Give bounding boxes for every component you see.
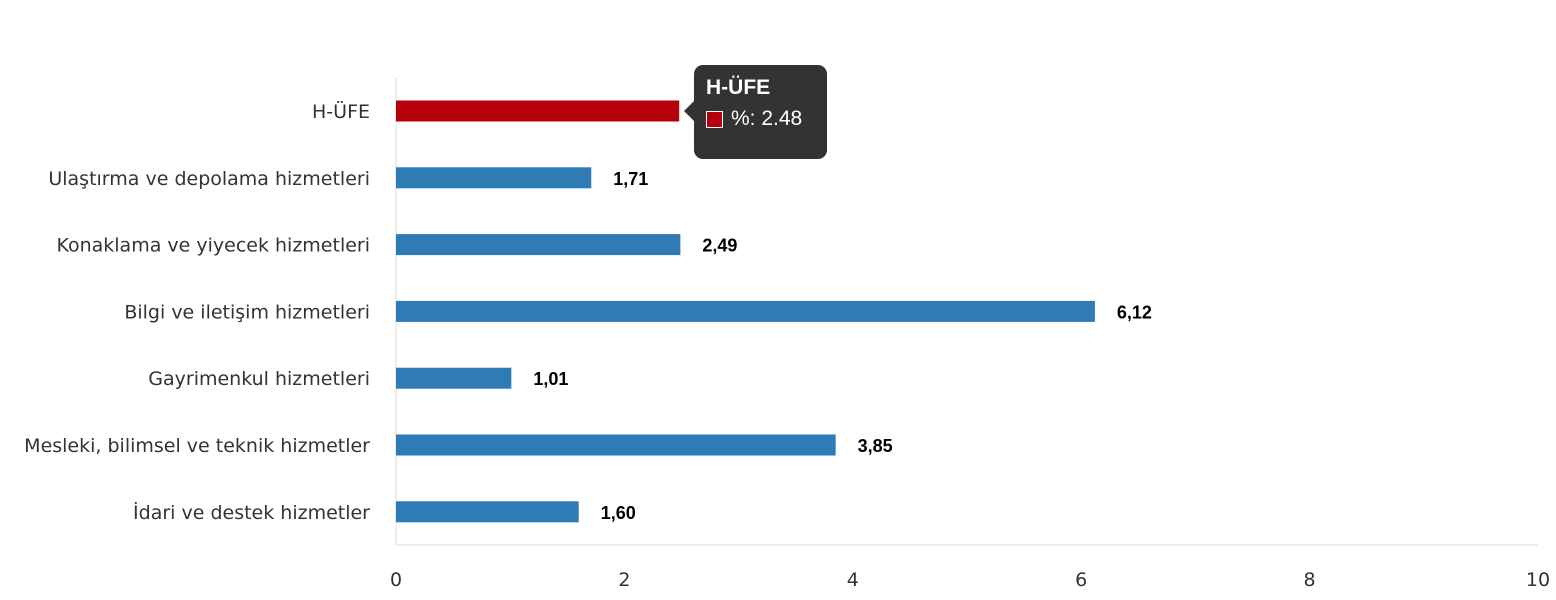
data-label: 1,71 (613, 169, 648, 189)
data-label: 1,01 (533, 369, 568, 389)
bar[interactable] (396, 167, 592, 189)
category-label: H-ÜFE (312, 100, 370, 123)
data-label: 1,60 (601, 503, 636, 523)
bar[interactable] (396, 234, 681, 256)
data-label: 6,12 (1117, 302, 1152, 322)
category-label: Gayrimenkul hizmetleri (148, 368, 370, 390)
x-tick-label: 0 (390, 569, 402, 591)
chart-tooltip: H-ÜFE %: 2.48 (684, 65, 827, 159)
x-tick-label: 10 (1526, 569, 1550, 591)
category-label: Mesleki, bilimsel ve teknik hizmetler (24, 435, 370, 457)
x-tick-label: 2 (618, 569, 630, 591)
x-tick-label: 4 (847, 569, 859, 591)
bar[interactable] (396, 300, 1095, 322)
bar[interactable] (396, 367, 512, 389)
tooltip-arrow (684, 101, 694, 121)
category-label: Ulaştırma ve depolama hizmetleri (48, 168, 370, 190)
tooltip-swatch-icon (706, 110, 723, 128)
x-tick-label: 6 (1075, 569, 1087, 591)
tooltip-series-text: %: 2.48 (731, 107, 803, 130)
x-tick-label: 8 (1304, 569, 1316, 591)
axis-layer: 0 2 4 6 8 10 (390, 78, 1550, 591)
labels-layer: H-ÜFE2,48Ulaştırma ve depolama hizmetler… (24, 100, 1152, 524)
data-label: 3,85 (858, 436, 893, 456)
bar[interactable] (396, 100, 680, 122)
category-label: Bilgi ve iletişim hizmetleri (124, 301, 370, 323)
bar[interactable] (396, 501, 579, 523)
tooltip-title: H-ÜFE (706, 76, 771, 99)
category-label: İdari ve destek hizmetler (133, 501, 370, 524)
bar[interactable] (396, 434, 836, 456)
data-label: 2,49 (702, 236, 737, 256)
bars-layer (396, 100, 1095, 523)
category-label: Konaklama ve yiyecek hizmetleri (56, 235, 370, 257)
tooltip-series-row: %: 2.48 (706, 107, 815, 131)
